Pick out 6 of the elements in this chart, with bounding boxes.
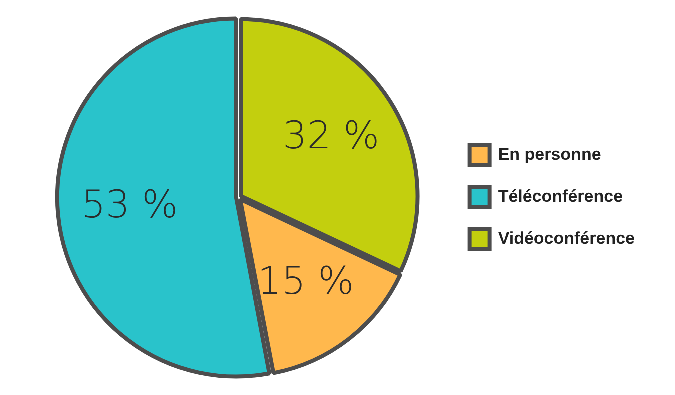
data-label: 53 % <box>82 182 178 227</box>
legend-label: Téléconférence <box>498 187 624 206</box>
data-label: 15 % <box>258 258 354 303</box>
data-label: 32 % <box>283 114 380 158</box>
legend-label: Vidéoconférence <box>498 229 636 248</box>
legend-label: En personne <box>498 145 602 164</box>
